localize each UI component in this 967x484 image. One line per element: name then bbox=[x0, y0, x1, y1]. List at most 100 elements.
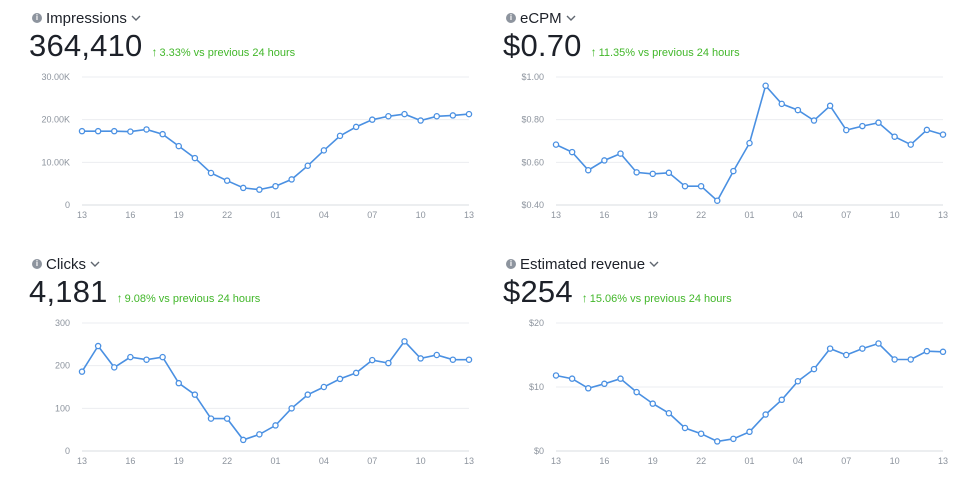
data-point[interactable] bbox=[385, 113, 392, 120]
data-point[interactable] bbox=[256, 431, 263, 438]
data-point[interactable] bbox=[923, 347, 931, 355]
data-point[interactable] bbox=[111, 127, 118, 135]
data-point[interactable] bbox=[633, 169, 640, 176]
data-point[interactable] bbox=[762, 411, 769, 418]
data-point[interactable] bbox=[875, 340, 882, 347]
metric-header[interactable]: i Estimated revenue bbox=[506, 254, 660, 274]
chevron-down-icon[interactable] bbox=[89, 259, 101, 269]
data-point[interactable] bbox=[465, 110, 473, 118]
data-point[interactable] bbox=[94, 127, 102, 135]
data-point[interactable] bbox=[207, 169, 215, 177]
data-point[interactable] bbox=[159, 353, 166, 361]
data-point[interactable] bbox=[826, 102, 834, 110]
data-point[interactable] bbox=[223, 415, 231, 422]
data-point[interactable] bbox=[649, 170, 656, 178]
data-point[interactable] bbox=[568, 148, 576, 156]
data-point[interactable] bbox=[810, 365, 818, 373]
data-point[interactable] bbox=[842, 351, 850, 359]
data-point[interactable] bbox=[78, 127, 86, 135]
metric-header[interactable]: i eCPM bbox=[506, 8, 577, 28]
data-point[interactable] bbox=[601, 380, 608, 388]
data-point[interactable] bbox=[697, 182, 705, 190]
info-icon[interactable]: i bbox=[506, 13, 516, 23]
data-point[interactable] bbox=[939, 131, 947, 138]
data-point[interactable] bbox=[713, 197, 721, 204]
data-point[interactable] bbox=[175, 379, 182, 387]
metric-header[interactable]: i Impressions bbox=[32, 8, 142, 28]
data-point[interactable] bbox=[552, 372, 560, 379]
data-point[interactable] bbox=[907, 141, 914, 148]
data-point[interactable] bbox=[665, 169, 673, 177]
data-point[interactable] bbox=[617, 150, 624, 157]
data-point[interactable] bbox=[681, 424, 689, 432]
data-point[interactable] bbox=[465, 356, 473, 363]
info-icon[interactable]: i bbox=[506, 259, 516, 269]
data-point[interactable] bbox=[730, 435, 737, 443]
data-point[interactable] bbox=[256, 186, 263, 193]
chevron-down-icon[interactable] bbox=[130, 13, 142, 23]
data-point[interactable] bbox=[272, 422, 279, 429]
data-point[interactable] bbox=[601, 157, 608, 164]
data-point[interactable] bbox=[633, 388, 640, 396]
data-point[interactable] bbox=[336, 132, 344, 140]
data-point[interactable] bbox=[433, 351, 440, 359]
data-point[interactable] bbox=[288, 405, 295, 412]
data-point[interactable] bbox=[352, 369, 360, 377]
data-point[interactable] bbox=[191, 391, 199, 398]
data-point[interactable] bbox=[368, 356, 376, 364]
data-point[interactable] bbox=[368, 116, 376, 123]
data-point[interactable] bbox=[223, 177, 231, 184]
data-point[interactable] bbox=[730, 167, 737, 175]
data-point[interactable] bbox=[78, 368, 86, 375]
data-point[interactable] bbox=[585, 166, 592, 174]
data-point[interactable] bbox=[207, 415, 215, 422]
data-point[interactable] bbox=[585, 385, 592, 392]
data-point[interactable] bbox=[859, 345, 866, 352]
data-point[interactable] bbox=[746, 139, 753, 147]
data-point[interactable] bbox=[239, 184, 247, 192]
data-point[interactable] bbox=[681, 182, 689, 190]
data-point[interactable] bbox=[794, 377, 802, 385]
data-point[interactable] bbox=[617, 375, 624, 382]
data-point[interactable] bbox=[552, 141, 560, 148]
data-point[interactable] bbox=[568, 375, 576, 382]
data-point[interactable] bbox=[891, 133, 898, 140]
data-point[interactable] bbox=[923, 126, 931, 134]
data-point[interactable] bbox=[191, 154, 199, 162]
data-point[interactable] bbox=[762, 82, 769, 89]
data-point[interactable] bbox=[449, 356, 457, 363]
data-point[interactable] bbox=[713, 438, 721, 445]
data-point[interactable] bbox=[417, 355, 424, 362]
data-point[interactable] bbox=[859, 122, 866, 130]
metric-header[interactable]: i Clicks bbox=[32, 254, 101, 274]
data-point[interactable] bbox=[239, 436, 247, 444]
data-point[interactable] bbox=[159, 130, 166, 138]
data-point[interactable] bbox=[649, 400, 656, 407]
data-point[interactable] bbox=[746, 428, 753, 436]
info-icon[interactable]: i bbox=[32, 259, 42, 269]
data-point[interactable] bbox=[401, 110, 408, 118]
data-point[interactable] bbox=[665, 409, 673, 417]
data-point[interactable] bbox=[449, 112, 457, 119]
data-point[interactable] bbox=[94, 342, 102, 350]
data-point[interactable] bbox=[143, 356, 150, 363]
data-point[interactable] bbox=[320, 383, 328, 391]
data-point[interactable] bbox=[127, 128, 134, 135]
data-point[interactable] bbox=[939, 348, 947, 356]
data-point[interactable] bbox=[794, 106, 802, 114]
chevron-down-icon[interactable] bbox=[565, 13, 577, 23]
data-point[interactable] bbox=[336, 375, 344, 383]
data-point[interactable] bbox=[826, 345, 834, 352]
data-point[interactable] bbox=[127, 353, 134, 361]
data-point[interactable] bbox=[175, 142, 182, 150]
data-point[interactable] bbox=[778, 396, 785, 404]
data-point[interactable] bbox=[288, 176, 295, 183]
data-point[interactable] bbox=[143, 126, 150, 133]
data-point[interactable] bbox=[272, 182, 279, 190]
data-point[interactable] bbox=[433, 113, 440, 120]
data-point[interactable] bbox=[417, 117, 424, 124]
data-point[interactable] bbox=[810, 117, 818, 124]
data-point[interactable] bbox=[385, 359, 392, 367]
chevron-down-icon[interactable] bbox=[648, 259, 660, 269]
data-point[interactable] bbox=[697, 430, 705, 437]
